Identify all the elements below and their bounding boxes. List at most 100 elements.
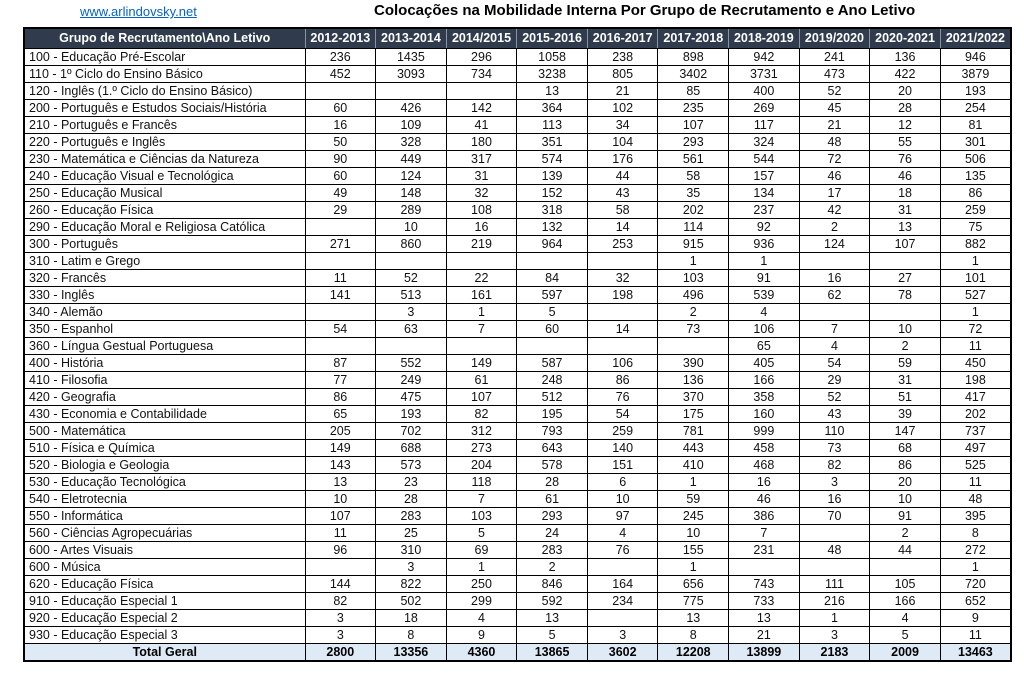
data-cell xyxy=(586,252,659,270)
data-cell: 23 xyxy=(375,473,447,491)
row-label: 510 - Física e Química xyxy=(23,439,306,457)
data-cell: 234 xyxy=(586,592,659,610)
data-cell: 468 xyxy=(728,456,800,474)
data-cell: 734 xyxy=(445,65,518,83)
data-cell xyxy=(657,337,730,355)
data-cell: 107 xyxy=(869,235,941,253)
table-row: 420 - Geografia 86 475 107 512 76 370 358 52 51 41… xyxy=(23,388,1012,406)
data-cell: 54 xyxy=(798,354,871,372)
data-cell: 370 xyxy=(657,388,730,406)
data-cell: 299 xyxy=(445,592,518,610)
data-cell: 193 xyxy=(375,405,447,423)
data-cell: 250 xyxy=(445,575,518,593)
data-cell: 4 xyxy=(798,337,871,355)
data-cell: 248 xyxy=(516,371,588,389)
data-cell: 475 xyxy=(375,388,447,406)
data-cell: 17 xyxy=(798,184,871,202)
table-row: 920 - Educação Especial 2 3 18 4 13 13 13 1 4 9 xyxy=(23,609,1012,627)
data-cell: 149 xyxy=(304,439,377,457)
data-cell: 142 xyxy=(445,99,518,117)
data-cell: 76 xyxy=(586,388,659,406)
data-cell: 176 xyxy=(586,150,659,168)
data-cell: 253 xyxy=(586,235,659,253)
data-cell: 999 xyxy=(728,422,800,440)
data-cell: 5 xyxy=(516,303,588,321)
data-cell: 13 xyxy=(869,218,941,236)
data-cell: 7 xyxy=(798,320,871,338)
total-cell: 12208 xyxy=(657,643,730,662)
data-cell: 449 xyxy=(375,150,447,168)
data-cell: 3 xyxy=(798,473,871,491)
data-cell: 249 xyxy=(375,371,447,389)
data-cell: 43 xyxy=(586,184,659,202)
row-label: 400 - História xyxy=(23,354,306,372)
data-cell xyxy=(516,252,588,270)
data-cell: 9 xyxy=(939,609,1012,627)
column-header-year: 2019/2020 xyxy=(798,28,870,49)
website-link[interactable]: www.arlindovsky.net xyxy=(80,4,197,19)
page-title: Colocações na Mobilidade Interna Por Gru… xyxy=(374,2,916,19)
data-cell: 204 xyxy=(445,456,518,474)
data-cell: 400 xyxy=(728,82,800,100)
row-label: 260 - Educação Física xyxy=(23,201,306,219)
column-header-year: 2018-2019 xyxy=(728,28,800,49)
data-cell: 60 xyxy=(304,167,377,185)
data-cell: 73 xyxy=(798,439,871,457)
row-label: 210 - Português e Francês xyxy=(23,116,306,134)
row-label: 100 - Educação Pré-Escolar xyxy=(23,48,306,66)
data-cell: 164 xyxy=(586,575,659,593)
data-cell: 7 xyxy=(445,320,518,338)
column-header-year: 2013-2014 xyxy=(375,28,447,49)
data-cell: 496 xyxy=(657,286,730,304)
data-cell: 136 xyxy=(657,371,730,389)
table-row: 210 - Português e Francês 16 109 41 113 34 107… xyxy=(23,116,1012,134)
data-cell: 106 xyxy=(728,320,800,338)
data-cell: 144 xyxy=(304,575,377,593)
data-cell: 11 xyxy=(939,626,1012,644)
data-cell: 59 xyxy=(657,490,730,508)
table-row: 230 - Matemática e Ciências da Natureza 9… xyxy=(23,150,1012,168)
data-cell: 272 xyxy=(939,541,1012,559)
data-cell: 32 xyxy=(445,184,518,202)
data-cell: 39 xyxy=(869,405,941,423)
data-cell: 198 xyxy=(939,371,1012,389)
table-row: 320 - Francês 11 52 22 84 32 103 91 16 27 101 xyxy=(23,269,1012,287)
table-row: 540 - Eletrotecnia 10 28 7 61 10 59 46 16 10 48 xyxy=(23,490,1012,508)
data-cell: 235 xyxy=(657,99,730,117)
table-row: 250 - Educação Musical 49 148 32 152 43 35 134 1… xyxy=(23,184,1012,202)
table-row: 600 - Música 3 1 2 1 1 xyxy=(23,558,1012,576)
row-label: 520 - Biologia e Geologia xyxy=(23,456,306,474)
data-cell: 10 xyxy=(869,320,941,338)
data-cell: 14 xyxy=(586,218,659,236)
column-header-grupo: Grupo de Recrutamento\Ano Letivo xyxy=(24,28,305,49)
data-cell: 87 xyxy=(304,354,377,372)
data-cell: 410 xyxy=(657,456,730,474)
data-cell: 20 xyxy=(869,473,941,491)
table-row: 290 - Educação Moral e Religiosa Católic… xyxy=(23,218,1012,236)
data-cell: 13 xyxy=(516,609,588,627)
data-cell: 12 xyxy=(869,116,941,134)
data-cell: 1 xyxy=(445,558,518,576)
data-cell: 283 xyxy=(516,541,588,559)
row-label: 600 - Artes Visuais xyxy=(23,541,306,559)
data-cell: 44 xyxy=(869,541,941,559)
total-row: Total Geral 2800 13356 4360 13865 3602 12208 13… xyxy=(23,643,1012,662)
data-cell: 86 xyxy=(869,456,941,474)
data-cell: 296 xyxy=(445,48,518,66)
data-cell: 5 xyxy=(869,626,941,644)
data-cell: 4 xyxy=(728,303,800,321)
data-cell: 155 xyxy=(657,541,730,559)
top-bar: www.arlindovsky.net Colocações na Mobili… xyxy=(0,0,1024,26)
table-row: 110 - 1º Ciclo do Ensino Básico 452 3093 73… xyxy=(23,65,1012,83)
data-cell: 106 xyxy=(586,354,659,372)
data-cell: 452 xyxy=(304,65,377,83)
row-label: 910 - Educação Especial 1 xyxy=(23,592,306,610)
table-row: 400 - História 87 552 149 587 106 390 405 54 59 45… xyxy=(23,354,1012,372)
row-label: 330 - Inglês xyxy=(23,286,306,304)
data-cell: 21 xyxy=(586,82,659,100)
data-cell xyxy=(869,558,941,576)
data-cell: 50 xyxy=(304,133,377,151)
data-cell xyxy=(304,82,377,100)
data-cell: 10 xyxy=(586,490,659,508)
table-row: 510 - Física e Química 149 688 273 643 140 443… xyxy=(23,439,1012,457)
